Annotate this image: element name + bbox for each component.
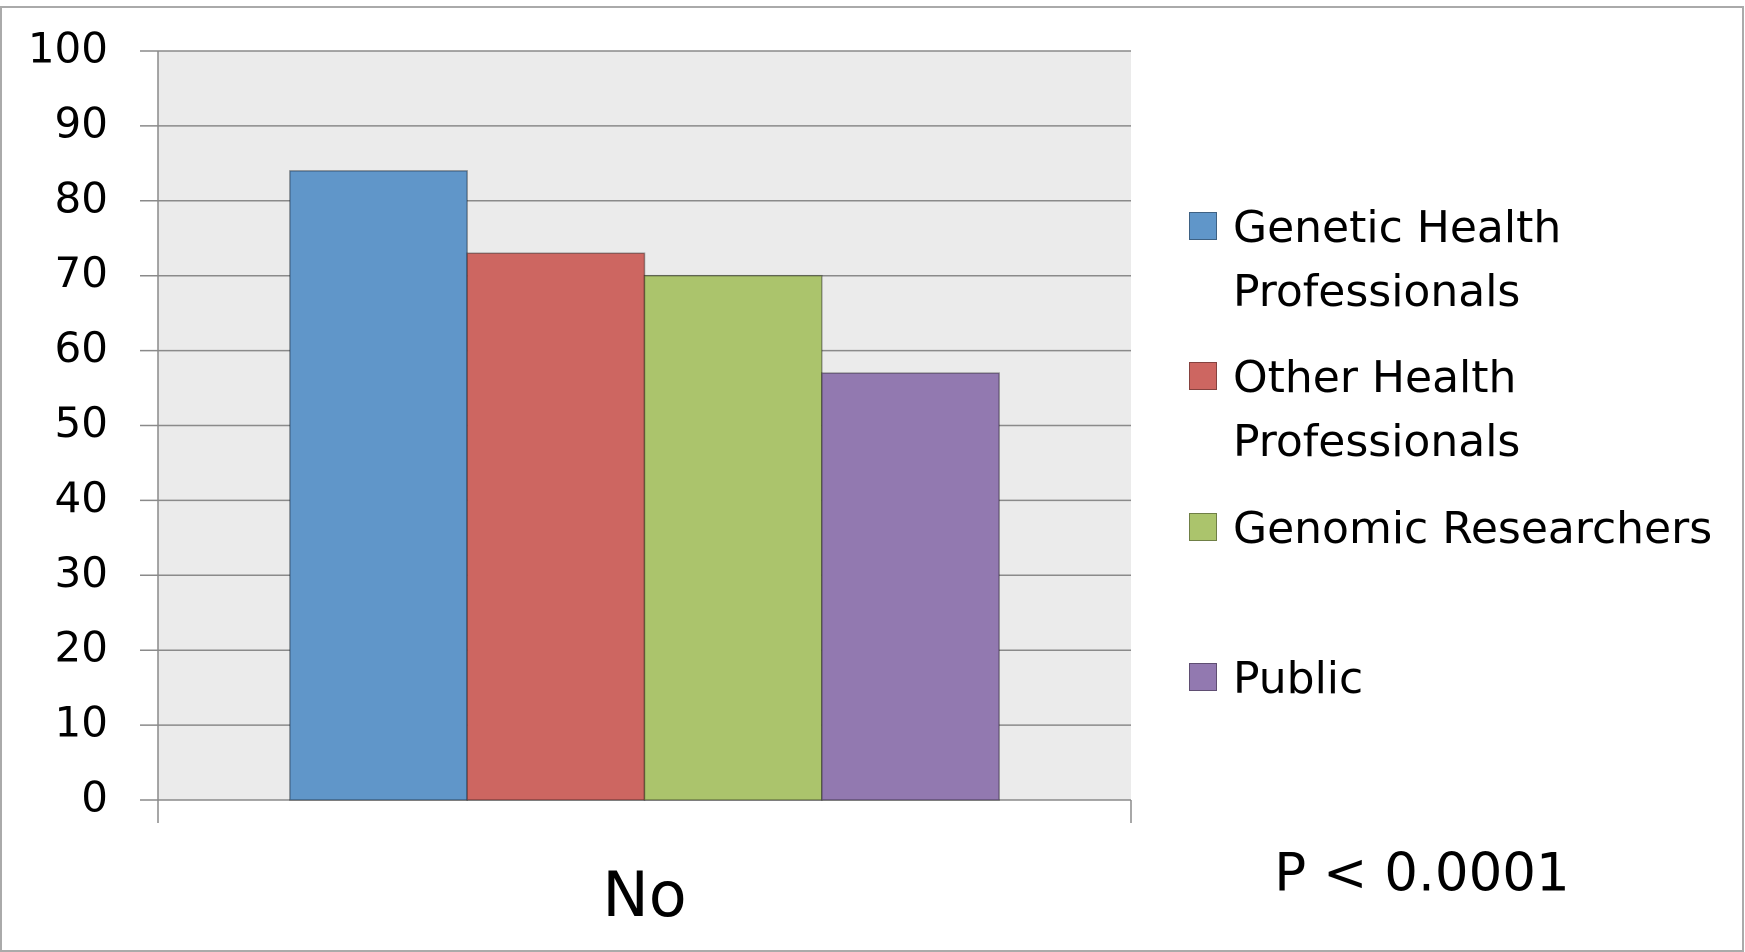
y-tick-label: 40	[55, 473, 108, 522]
y-tick-label: 20	[55, 623, 108, 672]
y-tick-label: 100	[28, 24, 108, 73]
x-tick-label: No	[602, 858, 686, 931]
bar	[289, 170, 468, 801]
legend-label: Other Health Professionals	[1233, 352, 1521, 467]
y-tick-label: 90	[55, 98, 108, 147]
y-tick-label: 30	[55, 548, 108, 597]
legend-label: Genetic Health Professionals	[1233, 202, 1562, 317]
y-tick-label: 60	[55, 323, 108, 372]
y-tick-label: 70	[55, 248, 108, 297]
frame	[0, 6, 1744, 952]
bar	[466, 252, 646, 801]
y-tick-label: 80	[55, 173, 108, 222]
legend-swatch	[1189, 362, 1217, 390]
y-tick-label: 0	[81, 773, 108, 822]
y-tick-label: 10	[55, 698, 108, 747]
legend-swatch	[1189, 513, 1217, 541]
annotation: P < 0.0001	[1274, 843, 1570, 904]
legend-item: Other Health Professionals	[1189, 346, 1713, 474]
y-tick-label: 50	[55, 398, 108, 447]
legend-item: Genomic Researchers	[1189, 497, 1713, 561]
legend-item: Public	[1189, 647, 1713, 711]
bar	[643, 274, 823, 801]
legend-swatch	[1189, 663, 1217, 691]
legend-swatch	[1189, 212, 1217, 240]
legend-label: Genomic Researchers	[1233, 503, 1713, 554]
legend-item: Genetic Health Professionals	[1189, 196, 1713, 324]
bar	[821, 372, 1000, 801]
legend-label: Public	[1233, 653, 1364, 704]
